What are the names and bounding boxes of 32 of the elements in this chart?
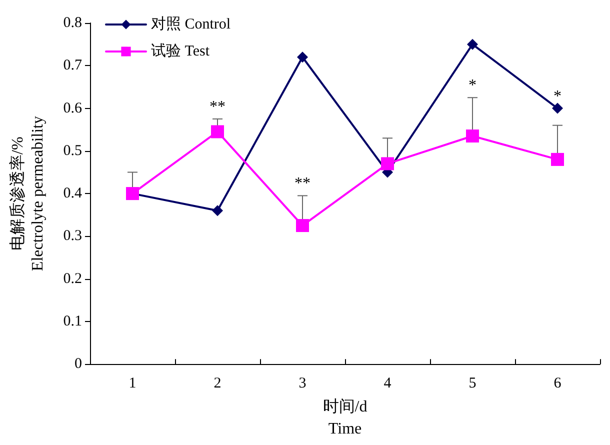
point bbox=[551, 152, 564, 166]
y-tick-label: 0.6 bbox=[63, 100, 82, 116]
x-tick-label: 2 bbox=[214, 376, 222, 392]
y-tick-label: 0.7 bbox=[63, 58, 82, 74]
y-tick-label: 0.2 bbox=[63, 270, 82, 287]
annotation: ** bbox=[210, 98, 226, 116]
y-tick-label: 0.5 bbox=[63, 142, 82, 159]
point bbox=[467, 38, 478, 50]
legend-label: 对照 Control bbox=[151, 16, 231, 32]
y-axis-title: 电解质渗透率/% Electrolyte permeability bbox=[8, 116, 46, 272]
y-tick-label: 0.8 bbox=[63, 15, 82, 31]
legend-label: 试验 Test bbox=[151, 42, 210, 60]
y-tick-label: 0.1 bbox=[63, 313, 82, 330]
x-tick-label: 4 bbox=[384, 376, 392, 392]
y-tick-label: 0 bbox=[74, 356, 82, 372]
x-tick-label: 3 bbox=[298, 376, 306, 392]
point bbox=[466, 129, 479, 142]
point bbox=[381, 157, 394, 170]
point bbox=[212, 205, 223, 216]
x-tick-label: 6 bbox=[554, 376, 562, 392]
annotation: * bbox=[554, 88, 562, 105]
y-tick-label: 0.4 bbox=[63, 186, 82, 202]
annotation: ** bbox=[294, 175, 310, 192]
point bbox=[297, 52, 308, 63]
annotation: * bbox=[468, 77, 476, 94]
point bbox=[552, 102, 563, 114]
point bbox=[211, 125, 224, 138]
y-tick-label: 0.3 bbox=[63, 228, 82, 244]
x-tick-label: 1 bbox=[128, 376, 136, 392]
x-tick-label: 5 bbox=[468, 376, 476, 392]
point bbox=[296, 219, 309, 232]
x-axis-title: 时间/d Time bbox=[322, 398, 368, 438]
